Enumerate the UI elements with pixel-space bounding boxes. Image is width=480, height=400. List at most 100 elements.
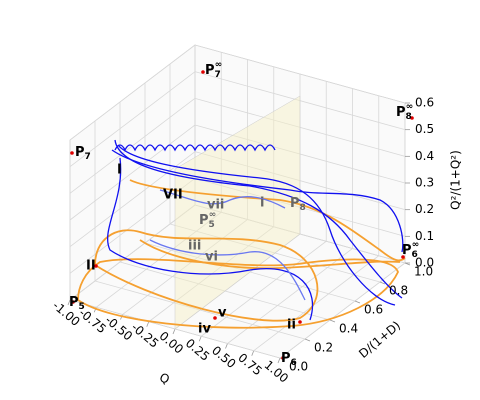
annotation: P8∞ [396,102,413,122]
annotation: P8 [290,196,306,213]
annotation: vi [205,250,218,265]
label: 5 [209,220,215,230]
x-tick [172,328,176,335]
x-tick [67,299,71,306]
y-tick [329,319,336,323]
x-tick [277,357,281,364]
y-tick-label: 0.0 [289,360,308,374]
oscillation [114,144,276,152]
annotation: P5∞ [199,210,216,230]
trajectories [77,139,406,329]
label: ∞ [215,60,223,70]
annotation: iv [198,322,211,337]
point [201,70,205,74]
annotation: P5 [69,295,85,312]
grid-line [69,204,196,301]
z-tick-label: 0.6 [415,96,434,110]
grid-line [253,255,379,352]
grid-line [201,240,327,337]
x-tick [251,350,255,356]
label: 8 [300,203,306,213]
y-axis-label: D/(1+D) [356,318,403,361]
grid-line [69,71,196,167]
label: P [205,63,215,78]
y-tick [379,281,386,285]
z-tick-label: 0.2 [415,202,434,216]
orbit [117,144,396,306]
grid-line [69,151,196,247]
z-tick-label: 0.4 [415,149,434,163]
annotation: v [218,306,227,321]
x-tick [198,336,202,342]
annotation: iii [188,239,201,254]
x-tick-label: -0.25 [129,320,162,351]
x-tick [146,321,150,327]
orbit [129,179,406,262]
point [94,264,98,268]
label: P [290,196,300,211]
label: 7 [85,152,91,162]
orbit [114,139,403,299]
grid-line [69,44,196,141]
point [213,316,217,320]
point [410,116,414,120]
label: P [69,295,79,310]
orbit [94,229,319,322]
z-axis-label: Q²/(1+Q²) [449,150,463,210]
grid-line [279,262,406,359]
orbit [159,189,286,209]
y-tick-label: 0.6 [364,303,383,317]
label: P [75,145,85,160]
fixed-points [70,70,414,360]
label: 8 [406,112,412,122]
orbit [111,149,404,253]
label: ∞ [406,102,414,112]
grid-line [194,44,406,104]
annotation: ii [287,318,296,333]
orbit [106,157,314,321]
y-tick [304,338,311,342]
y-tick [354,300,361,304]
z-tick-label: 0.5 [415,122,434,136]
label: P [199,213,209,228]
label: 5 [79,302,85,312]
annotation: P6 [281,351,297,368]
x-tick-label: 0.25 [183,336,212,364]
x-tick-label: 0.50 [209,343,238,371]
point [401,255,405,259]
annotation: P7∞ [205,60,222,80]
y-tick-label: 1.0 [414,265,433,279]
annotation: vii [207,198,224,213]
annotation: P6∞ [402,240,419,260]
x-tick [225,343,228,349]
point [71,300,75,304]
annotation: i [260,196,264,211]
y-tick-label: 0.8 [389,284,408,298]
annotation: II [86,259,96,274]
label: P [402,243,412,258]
label: 6 [412,250,418,260]
orbit [149,239,306,301]
y-tick-label: 0.4 [339,322,358,336]
point [281,356,285,360]
label: ∞ [412,240,420,250]
x-tick-label: 0.75 [235,350,264,378]
grid-layer [67,44,411,364]
label: ∞ [209,210,217,220]
y-tick-label: 0.2 [314,341,333,355]
annotation: VII [163,188,183,203]
label: 7 [215,70,221,80]
orbit [139,239,401,270]
label: P [281,351,291,366]
grid-line [69,124,196,221]
label: 6 [291,358,297,368]
grid-line [122,219,248,315]
point [298,320,302,324]
point [70,151,74,155]
x-axis-label: Q [157,370,171,387]
x-tick-label: 0.00 [157,329,186,357]
label: P [396,105,406,120]
z-tick-label: 0.1 [415,229,434,243]
z-tick-label: 0.0 [415,256,434,270]
